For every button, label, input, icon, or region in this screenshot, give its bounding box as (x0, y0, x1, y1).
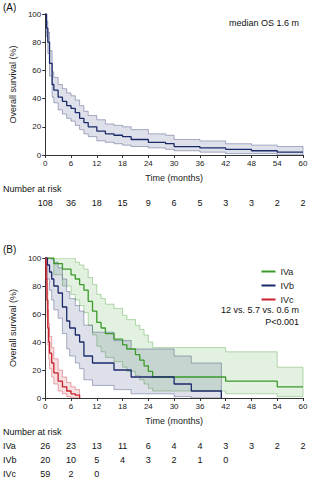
svg-text:median OS 1.6 m: median OS 1.6 m (229, 18, 299, 28)
svg-text:2: 2 (275, 441, 280, 451)
svg-text:2: 2 (172, 455, 177, 465)
svg-text:3: 3 (223, 441, 228, 451)
svg-text:4: 4 (120, 455, 125, 465)
svg-text:3: 3 (249, 198, 254, 208)
svg-text:26: 26 (40, 441, 50, 451)
svg-text:13: 13 (92, 441, 102, 451)
svg-text:48: 48 (247, 159, 256, 168)
svg-text:0: 0 (43, 402, 48, 411)
svg-text:IVc: IVc (280, 295, 294, 305)
svg-text:36: 36 (66, 198, 76, 208)
svg-text:24: 24 (144, 402, 153, 411)
svg-text:42: 42 (221, 402, 230, 411)
svg-text:6: 6 (69, 159, 74, 168)
svg-text:60: 60 (299, 159, 308, 168)
svg-text:6: 6 (146, 441, 151, 451)
svg-text:P<0.001: P<0.001 (265, 317, 299, 327)
svg-text:18: 18 (92, 198, 102, 208)
svg-text:0: 0 (43, 159, 48, 168)
svg-text:100: 100 (28, 10, 42, 19)
svg-text:54: 54 (273, 159, 282, 168)
svg-text:20: 20 (32, 366, 41, 375)
svg-text:Number at risk: Number at risk (3, 184, 62, 194)
svg-text:2: 2 (275, 198, 280, 208)
svg-text:IVa: IVa (280, 267, 293, 277)
svg-text:18: 18 (118, 159, 127, 168)
svg-text:23: 23 (66, 441, 76, 451)
svg-text:20: 20 (32, 122, 41, 131)
svg-text:Overall survival (%): Overall survival (%) (8, 289, 18, 367)
svg-text:4: 4 (197, 441, 202, 451)
svg-text:48: 48 (247, 402, 256, 411)
svg-text:IVa: IVa (3, 441, 16, 451)
svg-text:IVb: IVb (3, 455, 17, 465)
svg-text:36: 36 (195, 402, 204, 411)
svg-text:40: 40 (32, 338, 41, 347)
svg-text:12: 12 (92, 402, 101, 411)
svg-text:12: 12 (92, 159, 101, 168)
svg-text:40: 40 (32, 94, 41, 103)
svg-text:6: 6 (172, 198, 177, 208)
svg-text:36: 36 (195, 159, 204, 168)
svg-text:11: 11 (118, 441, 127, 451)
svg-text:20: 20 (40, 455, 50, 465)
svg-text:60: 60 (299, 402, 308, 411)
svg-text:15: 15 (118, 198, 128, 208)
svg-text:0: 0 (94, 469, 99, 479)
svg-text:Overall survival (%): Overall survival (%) (8, 45, 18, 123)
svg-text:9: 9 (146, 198, 151, 208)
svg-text:18: 18 (118, 402, 127, 411)
svg-text:Number at risk: Number at risk (3, 427, 62, 437)
svg-text:80: 80 (32, 38, 41, 47)
svg-text:6: 6 (69, 402, 74, 411)
svg-text:4: 4 (172, 441, 177, 451)
svg-text:42: 42 (221, 159, 230, 168)
svg-text:60: 60 (32, 310, 41, 319)
svg-text:Time (months): Time (months) (145, 416, 203, 426)
svg-text:108: 108 (38, 198, 53, 208)
svg-text:80: 80 (32, 282, 41, 291)
svg-text:3: 3 (249, 441, 254, 451)
svg-text:5: 5 (197, 198, 202, 208)
svg-text:54: 54 (273, 402, 282, 411)
svg-text:(B): (B) (3, 244, 16, 255)
svg-text:0: 0 (37, 394, 42, 403)
svg-text:0: 0 (37, 151, 42, 160)
svg-text:Time (months): Time (months) (145, 173, 203, 183)
svg-text:2: 2 (300, 441, 305, 451)
svg-text:IVb: IVb (280, 281, 294, 291)
svg-text:1: 1 (197, 455, 202, 465)
svg-text:59: 59 (40, 469, 50, 479)
svg-text:12 vs. 5.7 vs. 0.6 m: 12 vs. 5.7 vs. 0.6 m (221, 305, 299, 315)
svg-text:60: 60 (32, 66, 41, 75)
svg-text:3: 3 (223, 198, 228, 208)
svg-text:100: 100 (28, 254, 42, 263)
svg-text:0: 0 (223, 455, 228, 465)
svg-text:(A): (A) (3, 2, 16, 13)
svg-text:10: 10 (66, 455, 76, 465)
svg-text:30: 30 (170, 159, 179, 168)
svg-text:2: 2 (69, 469, 74, 479)
svg-text:5: 5 (94, 455, 99, 465)
svg-text:3: 3 (146, 455, 151, 465)
svg-text:24: 24 (144, 159, 153, 168)
svg-text:IVc: IVc (3, 469, 17, 479)
svg-text:30: 30 (170, 402, 179, 411)
svg-text:2: 2 (300, 198, 305, 208)
